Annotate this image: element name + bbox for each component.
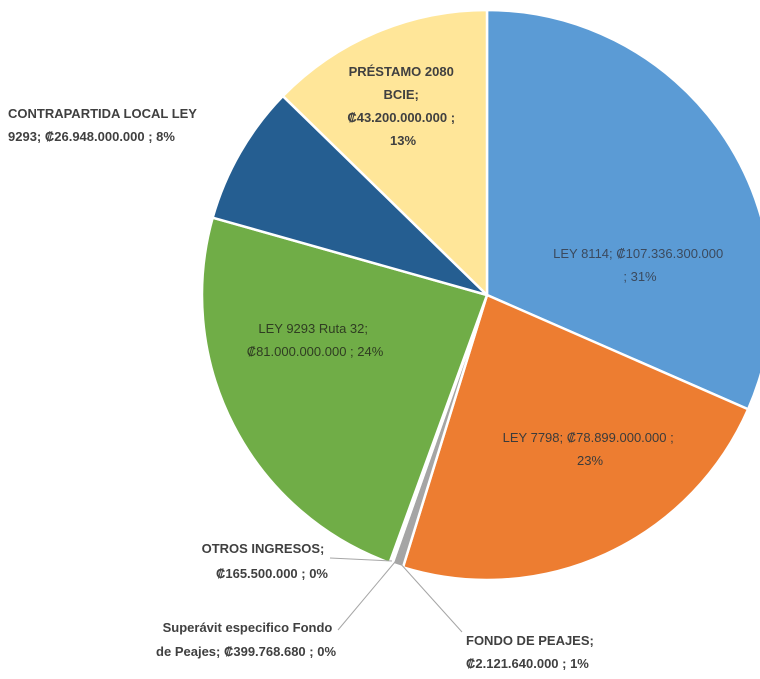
pie-slice-prestamo	[281, 8, 489, 297]
leader-line-fondo	[398, 561, 463, 633]
label-superavit-line2: de Peajes; ₡399.768.680 ; 0%	[156, 644, 336, 659]
pie-slice-ley7798	[401, 293, 750, 582]
label-fondo-line2: ₡2.121.640.000 ; 1%	[466, 656, 589, 671]
label-ley9293: LEY 9293 Ruta 32; ₡81.000.000.000 ; 24%	[247, 321, 384, 359]
leader-lines	[329, 557, 463, 633]
label-ley9293-line1: LEY 9293 Ruta 32;	[258, 321, 368, 336]
label-superavit: Superávit especifico Fondo de Peajes; ₡3…	[156, 620, 336, 659]
label-prestamo: PRÉSTAMO 2080 BCIE; ₡43.200.000.000 ; 13…	[347, 64, 458, 148]
label-prestamo-line2: BCIE;	[383, 87, 418, 102]
label-fondo-line1: FONDO DE PEAJES;	[466, 633, 594, 648]
pie-slice-ley8114	[485, 8, 760, 411]
label-contrapartida: CONTRAPARTIDA LOCAL LEY 9293; ₡26.948.00…	[8, 106, 200, 144]
label-otros-line1: OTROS INGRESOS;	[202, 541, 325, 556]
label-ley8114-line2: ; 31%	[623, 269, 657, 284]
slice-labels: LEY 8114; ₡107.336.300.000 ; 31% LEY 779…	[8, 64, 727, 671]
label-ley7798-line1: LEY 7798; ₡78.899.000.000 ;	[503, 430, 674, 445]
label-prestamo-line4: 13%	[390, 133, 416, 148]
label-otros-line2: ₡165.500.000 ; 0%	[216, 566, 328, 581]
label-ley8114-line1: LEY 8114; ₡107.336.300.000	[553, 246, 723, 261]
label-prestamo-line3: ₡43.200.000.000 ;	[347, 110, 455, 125]
pie-slices	[200, 8, 760, 582]
label-ley9293-line2: ₡81.000.000.000 ; 24%	[247, 344, 384, 359]
label-ley7798-line2: 23%	[577, 453, 603, 468]
label-contrapartida-line1: CONTRAPARTIDA LOCAL LEY	[8, 106, 197, 121]
leader-line-otros	[329, 557, 393, 562]
label-ley8114: LEY 8114; ₡107.336.300.000 ; 31%	[553, 246, 727, 284]
label-ley7798: LEY 7798; ₡78.899.000.000 ; 23%	[503, 430, 678, 468]
pie-slice-contrapartida	[211, 94, 489, 297]
label-prestamo-line1: PRÉSTAMO 2080	[349, 64, 454, 79]
label-fondo: FONDO DE PEAJES; ₡2.121.640.000 ; 1%	[466, 633, 597, 671]
leader-line-superavit	[337, 561, 396, 631]
pie-slice-ley9293	[200, 216, 489, 565]
label-otros: OTROS INGRESOS; ₡165.500.000 ; 0%	[202, 541, 329, 581]
label-superavit-line1: Superávit especifico Fondo	[163, 620, 333, 635]
label-contrapartida-line2: 9293; ₡26.948.000.000 ; 8%	[8, 129, 175, 144]
